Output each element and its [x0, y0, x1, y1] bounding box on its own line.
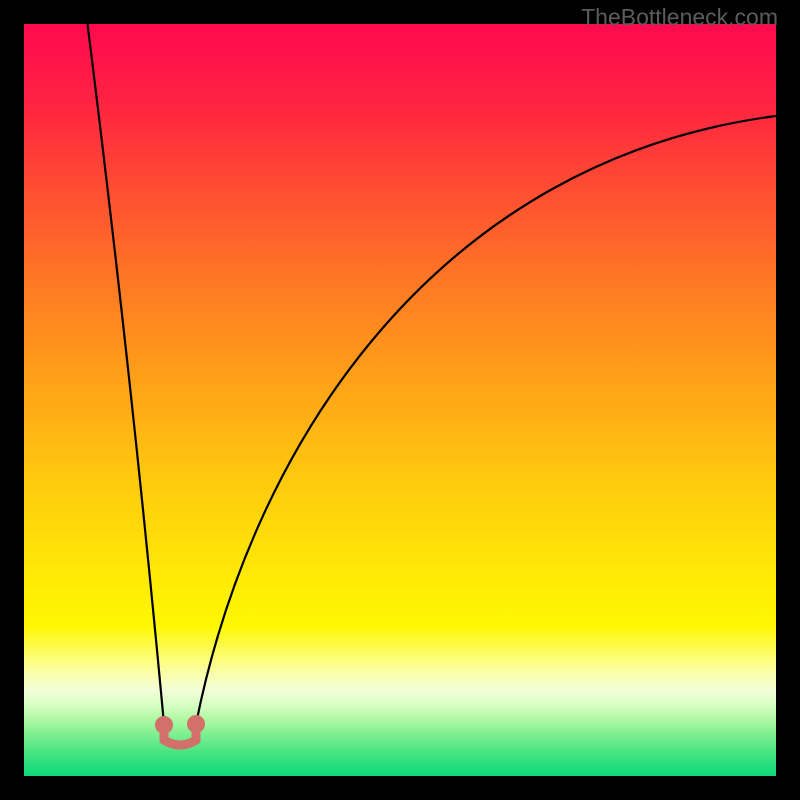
watermark-text: TheBottleneck.com: [581, 4, 778, 31]
curve-layer: [24, 24, 776, 776]
plot-area: [24, 24, 776, 776]
